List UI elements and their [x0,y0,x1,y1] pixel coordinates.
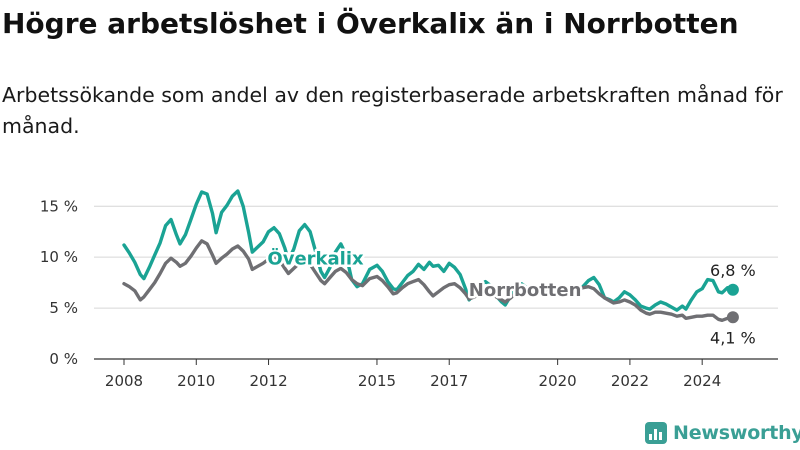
bar-chart-logo-icon [645,422,667,444]
newsworthy-logo: Newsworthy [645,420,800,446]
x-tick-label: 2022 [611,372,649,390]
x-tick-label: 2020 [539,372,577,390]
end-value-label: 6,8 % [710,261,756,280]
series-line--verkalix [122,189,735,312]
series-label: Norrbotten [469,280,582,301]
x-tick-label: 2024 [683,372,721,390]
end-value-label: 4,1 % [710,328,756,347]
y-tick-label: 5 % [49,299,78,317]
series-end-point [726,311,739,324]
series-label: Överkalix [267,247,364,269]
x-tick-label: 2017 [430,372,468,390]
x-tick-label: 2008 [105,372,143,390]
series-end-point [726,283,739,296]
y-tick-label: 15 % [40,197,78,215]
series-lines [122,189,739,324]
chart-subtitle: Arbetssökande som andel av den registerb… [2,83,783,138]
x-axis: 2008 2010 2012 2015 2017 2020 2022 2024 [105,359,721,390]
chart-title: Högre arbetslöshet i Överkalix än i Norr… [2,7,739,40]
annotations: 6,8 % 4,1 % Överkalix Norrbotten [265,245,756,347]
logo-text: Newsworthy [673,422,800,444]
x-tick-label: 2012 [249,372,287,390]
series-line-norrbotten [122,239,735,322]
y-tick-label: 0 % [49,350,78,368]
gridlines [94,205,778,360]
y-tick-label: 10 % [40,248,78,266]
y-axis: 0 % 5 % 10 % 15 % [40,197,78,368]
x-tick-label: 2010 [177,372,215,390]
x-tick-label: 2015 [358,372,396,390]
